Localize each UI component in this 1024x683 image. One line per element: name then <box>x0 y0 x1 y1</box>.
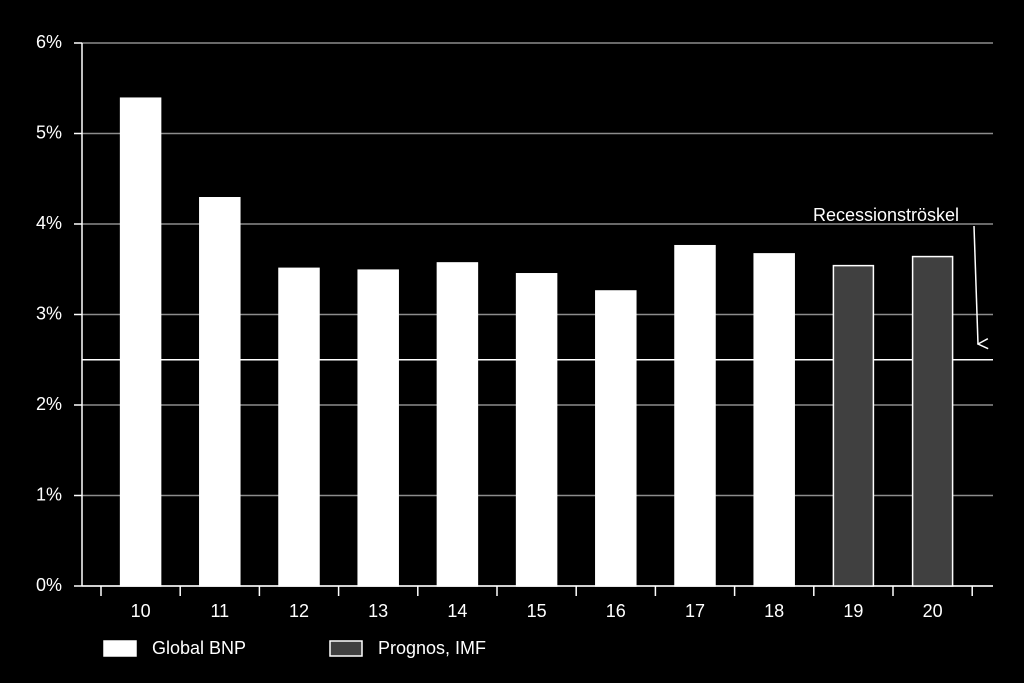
x-tick-label: 16 <box>606 601 626 621</box>
bar <box>595 290 637 587</box>
bar <box>674 244 716 587</box>
x-tick-label: 11 <box>210 601 229 621</box>
legend-swatch <box>103 640 137 657</box>
annotation-arrow <box>973 225 978 344</box>
x-tick-label: 10 <box>131 601 151 621</box>
annotation: Recessionströskel <box>813 205 959 225</box>
bar <box>832 264 875 587</box>
legend-label: Global BNP <box>152 638 246 658</box>
x-tick-label: 12 <box>289 601 309 621</box>
x-tick-label: 15 <box>527 601 547 621</box>
y-tick-label: 4% <box>36 213 62 233</box>
y-tick-label: 3% <box>36 303 62 323</box>
x-tick-label: 20 <box>923 601 943 621</box>
bar <box>199 197 241 587</box>
bar <box>436 262 479 587</box>
bar <box>753 253 795 587</box>
x-tick-label: 19 <box>843 601 863 621</box>
legend-label: Prognos, IMF <box>378 638 486 658</box>
bar <box>357 269 399 587</box>
y-tick-label: 2% <box>36 394 62 414</box>
bar <box>911 255 954 587</box>
x-tick-label: 18 <box>764 601 784 621</box>
y-tick-label: 0% <box>36 575 62 595</box>
y-tick-label: 5% <box>36 122 62 142</box>
x-tick-label: 14 <box>447 601 467 621</box>
bar <box>119 97 162 587</box>
bar <box>278 267 320 587</box>
y-tick-label: 6% <box>36 32 62 52</box>
y-tick-label: 1% <box>36 484 62 504</box>
legend-swatch <box>329 640 363 657</box>
x-tick-label: 13 <box>368 601 388 621</box>
bar <box>515 273 558 587</box>
x-tick-label: 17 <box>685 601 705 621</box>
